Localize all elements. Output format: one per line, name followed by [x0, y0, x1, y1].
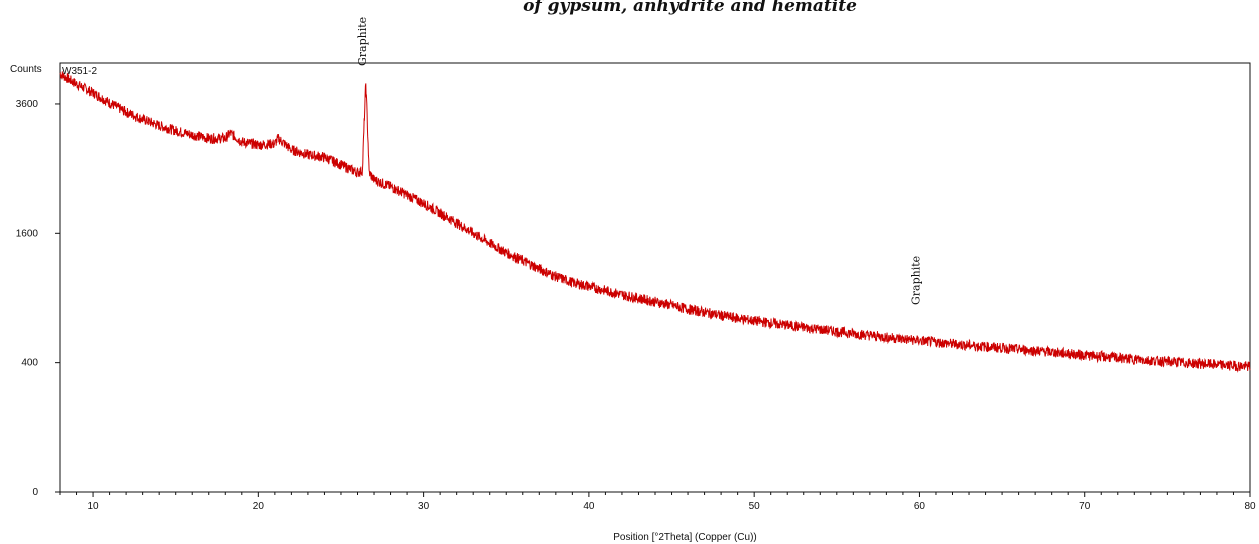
peak-label: Graphite	[356, 17, 369, 66]
x-tick-label: 20	[253, 501, 265, 512]
series-line	[59, 71, 1251, 373]
y-tick-label: 1600	[16, 228, 39, 239]
x-tick-label: 10	[87, 501, 99, 512]
chart-title: of gypsum, anhydrite and hematite	[523, 0, 857, 16]
x-tick-label: 60	[914, 501, 926, 512]
x-tick-label: 70	[1079, 501, 1091, 512]
x-tick-label: 30	[418, 501, 430, 512]
y-tick-label: 3600	[16, 99, 39, 110]
y-axis-label: Counts	[10, 64, 42, 75]
plot-area-border	[59, 62, 1251, 493]
y-tick-label: 0	[32, 487, 38, 498]
x-tick-label: 80	[1244, 501, 1256, 512]
peak-label: Graphite	[909, 256, 922, 305]
x-tick-label: 40	[583, 501, 595, 512]
y-tick-label: 400	[21, 358, 38, 369]
sample-label: W351-2	[62, 66, 97, 77]
x-tick-label: 50	[749, 501, 761, 512]
x-axis-label: Position [°2Theta] (Copper (Cu))	[613, 532, 757, 543]
